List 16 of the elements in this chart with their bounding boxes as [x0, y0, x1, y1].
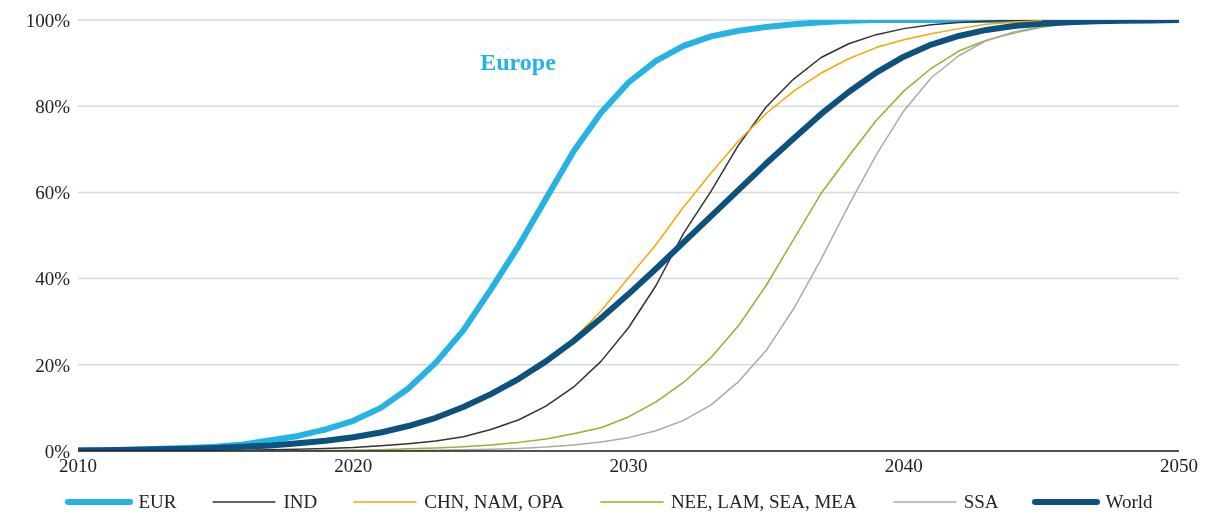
y-tick-label: 60% — [35, 182, 71, 204]
legend-label: CHN, NAM, OPA — [424, 491, 564, 513]
legend-label: World — [1105, 491, 1153, 513]
legend-label: NEE, LAM, SEA, MEA — [670, 491, 857, 513]
legend-label: SSA — [963, 491, 999, 513]
legend-label: EUR — [138, 491, 177, 513]
legend-label: IND — [283, 491, 318, 513]
x-tick-label: 2040 — [884, 455, 923, 477]
x-tick-label: 2020 — [334, 455, 373, 477]
annotation: Europe — [480, 49, 557, 75]
y-tick-label: 40% — [35, 268, 71, 290]
y-tick-label: 80% — [35, 95, 71, 117]
x-tick-label: 2050 — [1160, 455, 1198, 477]
y-tick-label: 20% — [35, 354, 71, 376]
y-tick-label: 100% — [25, 9, 71, 31]
x-tick-label: 2030 — [609, 455, 648, 477]
